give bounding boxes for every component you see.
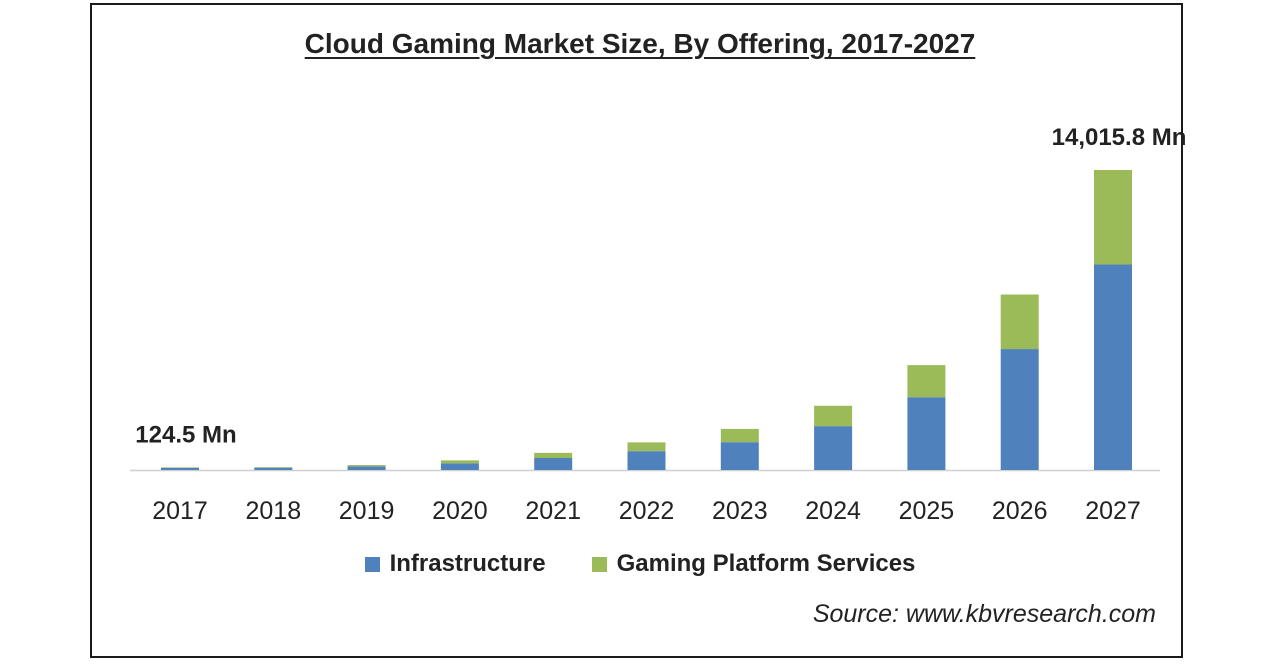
bar-infrastructure-2017 [161, 467, 199, 470]
bar-infrastructure-2019 [347, 466, 386, 470]
bar-gaming-platform-services-2027 [1094, 170, 1132, 265]
bar-gaming-platform-services-2019 [347, 465, 386, 467]
legend-swatch-infrastructure [364, 556, 380, 572]
bar-gaming-platform-services-2018 [254, 467, 293, 468]
legend-swatch-gaming-platform-services [591, 556, 607, 572]
bar-gaming-platform-services-2022 [627, 442, 666, 452]
bar-gaming-platform-services-2023 [720, 428, 759, 443]
legend-item-infrastructure: Infrastructure [364, 550, 546, 578]
bar-gaming-platform-services-2024 [814, 405, 853, 427]
x-tick-label-2025: 2025 [899, 497, 955, 525]
bar-infrastructure-2027 [1094, 264, 1132, 470]
bar-infrastructure-2023 [720, 442, 759, 470]
x-tick-label-2019: 2019 [339, 497, 395, 525]
bar-gaming-platform-services-2025 [907, 365, 946, 398]
bar-infrastructure-2020 [440, 463, 479, 470]
x-tick-label-2023: 2023 [712, 497, 768, 525]
x-tick-label-2021: 2021 [525, 497, 581, 525]
data-label-2017: 124.5 Mn [135, 421, 236, 448]
x-tick-label-2022: 2022 [619, 497, 675, 525]
bar-infrastructure-2026 [1000, 349, 1039, 470]
chart-title: Cloud Gaming Market Size, By Offering, 2… [0, 28, 1280, 60]
data-label-2027: 14,015.8 Mn [1052, 124, 1187, 151]
bar-gaming-platform-services-2026 [1000, 294, 1039, 350]
bar-infrastructure-2021 [534, 458, 573, 470]
x-tick-label-2017: 2017 [152, 497, 208, 525]
bar-gaming-platform-services-2020 [440, 460, 479, 464]
chart-title-text: Cloud Gaming Market Size, By Offering, 2… [304, 28, 976, 59]
x-tick-label-2018: 2018 [245, 497, 301, 525]
x-tick-label-2026: 2026 [992, 497, 1048, 525]
legend: Infrastructure Gaming Platform Services [0, 550, 1280, 578]
x-tick-label-2024: 2024 [805, 497, 861, 525]
x-tick-label-2027: 2027 [1085, 497, 1141, 525]
legend-item-gaming-platform-services: Gaming Platform Services [591, 550, 916, 578]
legend-label-gaming-platform-services: Gaming Platform Services [616, 550, 916, 577]
bar-infrastructure-2024 [814, 426, 853, 470]
x-tick-label-2020: 2020 [432, 497, 488, 525]
bar-infrastructure-2018 [254, 467, 293, 470]
bar-gaming-platform-services-2021 [534, 452, 573, 459]
legend-label-infrastructure: Infrastructure [389, 550, 546, 577]
source-note: Source: www.kbvresearch.com [812, 600, 1156, 628]
bar-infrastructure-2022 [627, 451, 666, 470]
bar-infrastructure-2025 [907, 397, 946, 470]
